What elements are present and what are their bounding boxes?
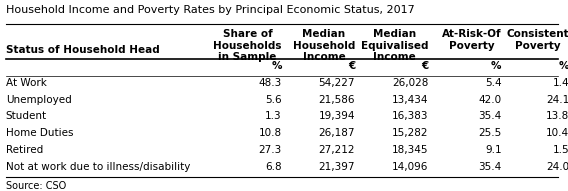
Text: 35.4: 35.4 [478, 111, 502, 121]
Text: 10.8: 10.8 [258, 128, 282, 138]
Text: 9.1: 9.1 [485, 145, 502, 155]
Text: %: % [559, 61, 568, 71]
Text: 35.4: 35.4 [478, 162, 502, 172]
Text: At Work: At Work [6, 78, 47, 88]
Text: 16,383: 16,383 [392, 111, 428, 121]
Text: 25.5: 25.5 [478, 128, 502, 138]
Text: 13.8: 13.8 [546, 111, 568, 121]
Text: 24.0: 24.0 [546, 162, 568, 172]
Text: 18,345: 18,345 [392, 145, 428, 155]
Text: Household Income and Poverty Rates by Principal Economic Status, 2017: Household Income and Poverty Rates by Pr… [6, 6, 415, 15]
Text: 26,187: 26,187 [319, 128, 355, 138]
Text: Consistent
Poverty: Consistent Poverty [507, 29, 568, 51]
Text: Student: Student [6, 111, 47, 121]
Text: Unemployed: Unemployed [6, 95, 72, 104]
Text: 1.5: 1.5 [553, 145, 568, 155]
Text: Median
Equivalised
Income: Median Equivalised Income [361, 29, 428, 62]
Text: 24.1: 24.1 [546, 95, 568, 104]
Text: 21,586: 21,586 [319, 95, 355, 104]
Text: 42.0: 42.0 [478, 95, 502, 104]
Text: 27.3: 27.3 [258, 145, 282, 155]
Text: 27,212: 27,212 [319, 145, 355, 155]
Text: 15,282: 15,282 [392, 128, 428, 138]
Text: 1.4: 1.4 [553, 78, 568, 88]
Text: At-Risk-Of
Poverty: At-Risk-Of Poverty [442, 29, 502, 51]
Text: 13,434: 13,434 [392, 95, 428, 104]
Text: Home Duties: Home Duties [6, 128, 73, 138]
Text: 48.3: 48.3 [258, 78, 282, 88]
Text: 14,096: 14,096 [392, 162, 428, 172]
Text: 54,227: 54,227 [319, 78, 355, 88]
Text: Source: CSO: Source: CSO [6, 180, 66, 191]
Text: 5.4: 5.4 [485, 78, 502, 88]
Text: 26,028: 26,028 [392, 78, 428, 88]
Text: %: % [272, 61, 282, 71]
Text: €: € [421, 61, 428, 71]
Text: 19,394: 19,394 [319, 111, 355, 121]
Text: 5.6: 5.6 [265, 95, 282, 104]
Text: Retired: Retired [6, 145, 43, 155]
Text: 6.8: 6.8 [265, 162, 282, 172]
Text: 21,397: 21,397 [319, 162, 355, 172]
Text: Not at work due to illness/disability: Not at work due to illness/disability [6, 162, 190, 172]
Text: %: % [491, 61, 502, 71]
Text: Share of
Households
in Sample: Share of Households in Sample [214, 29, 282, 62]
Text: 1.3: 1.3 [265, 111, 282, 121]
Text: Median
Household
Income: Median Household Income [293, 29, 355, 62]
Text: €: € [348, 61, 355, 71]
Text: Status of Household Head: Status of Household Head [6, 45, 160, 55]
Text: 10.4: 10.4 [546, 128, 568, 138]
